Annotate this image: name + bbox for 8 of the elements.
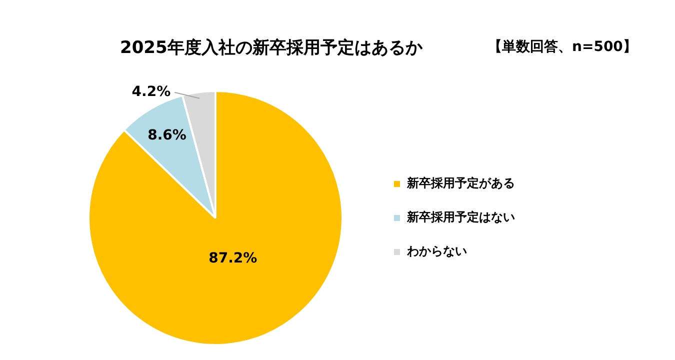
- data-label: 87.2%: [208, 250, 258, 267]
- data-label: 4.2%: [132, 84, 171, 100]
- chart-title: 2025年度入社の新卒採用予定はあるか: [120, 37, 422, 59]
- text: 【単数回答、n=500】: [488, 38, 637, 56]
- legend-label: 新卒採用予定がある: [406, 176, 515, 190]
- legend-label: わからない: [406, 244, 467, 258]
- data-label: 8.6%: [148, 128, 186, 144]
- legend-label: 新卒採用予定はない: [406, 210, 515, 224]
